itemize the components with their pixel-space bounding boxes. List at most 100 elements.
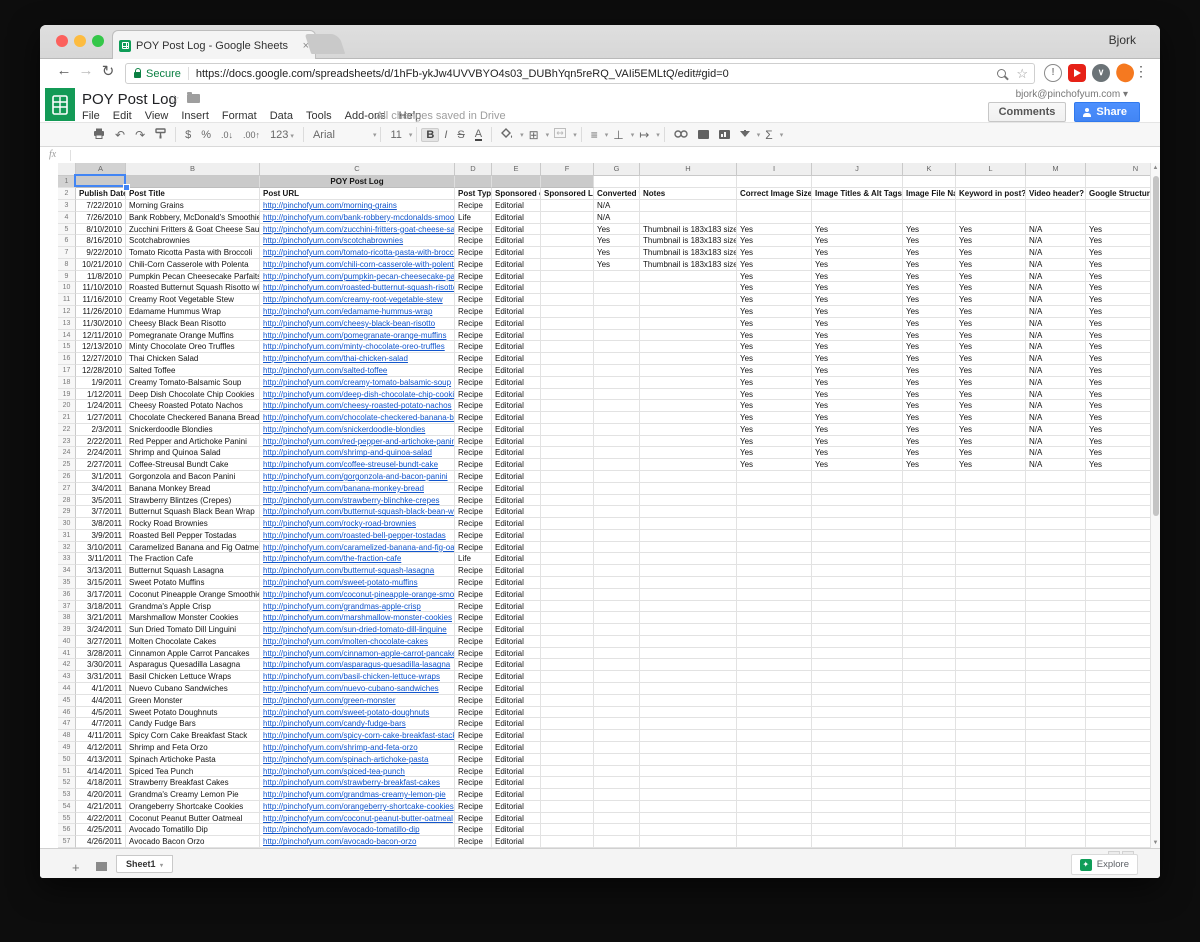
cell[interactable]: Yes bbox=[812, 306, 903, 318]
cell[interactable] bbox=[640, 470, 737, 483]
cell[interactable] bbox=[640, 388, 737, 401]
cell[interactable] bbox=[594, 447, 640, 460]
post-url-cell[interactable]: http://pinchofyum.com/grandmas-apple-cri… bbox=[260, 600, 455, 613]
cell[interactable] bbox=[541, 400, 594, 413]
cell[interactable]: Editorial bbox=[492, 647, 541, 660]
cell[interactable] bbox=[541, 247, 594, 259]
cell[interactable] bbox=[640, 529, 737, 542]
cell[interactable]: Yes bbox=[737, 459, 812, 471]
cell[interactable] bbox=[541, 317, 594, 330]
cell[interactable]: Yes bbox=[956, 306, 1026, 318]
post-url-cell[interactable]: http://pinchofyum.com/the-fraction-cafe bbox=[260, 553, 455, 566]
cell[interactable]: Spicy Corn Cake Breakfast Stack bbox=[126, 730, 260, 742]
font-size-caret-icon[interactable]: ▾ bbox=[408, 131, 413, 139]
cell[interactable]: Editorial bbox=[492, 824, 541, 837]
cell[interactable]: Yes bbox=[737, 329, 812, 342]
cell[interactable] bbox=[1086, 707, 1150, 719]
cell[interactable]: Yes bbox=[903, 447, 956, 460]
cell[interactable] bbox=[541, 765, 594, 778]
cell[interactable] bbox=[640, 683, 737, 695]
cell[interactable]: Editorial bbox=[492, 553, 541, 566]
cell[interactable]: Recipe bbox=[455, 400, 492, 413]
cell[interactable] bbox=[1086, 612, 1150, 625]
row-header-28[interactable]: 28 bbox=[58, 494, 76, 507]
cell[interactable]: 12/13/2010 bbox=[76, 341, 126, 354]
cell[interactable] bbox=[903, 470, 956, 483]
cell[interactable]: Yes bbox=[956, 459, 1026, 471]
cell[interactable] bbox=[541, 376, 594, 389]
cell[interactable]: Editorial bbox=[492, 459, 541, 471]
post-url-cell[interactable]: http://pinchofyum.com/bank-robbery-mcdon… bbox=[260, 211, 455, 224]
cell[interactable] bbox=[594, 388, 640, 401]
cell[interactable] bbox=[903, 765, 956, 778]
cell[interactable] bbox=[812, 565, 903, 577]
vertical-align-button[interactable]: ⊥ bbox=[613, 127, 624, 142]
cell[interactable]: Recipe bbox=[455, 789, 492, 801]
row-header-9[interactable]: 9 bbox=[58, 270, 76, 283]
font-family-caret-icon[interactable]: ▾ bbox=[372, 131, 377, 139]
cell[interactable]: Recipe bbox=[455, 470, 492, 483]
row-header-49[interactable]: 49 bbox=[58, 741, 76, 754]
cell[interactable] bbox=[1086, 200, 1150, 212]
cell[interactable]: Yes bbox=[812, 223, 903, 236]
cell[interactable]: Editorial bbox=[492, 258, 541, 271]
cell[interactable]: Yes bbox=[812, 329, 903, 342]
undo-icon[interactable]: ↶ bbox=[115, 127, 126, 142]
cell[interactable]: Yes bbox=[903, 247, 956, 259]
cell[interactable]: Molten Chocolate Cakes bbox=[126, 635, 260, 648]
cell[interactable] bbox=[640, 635, 737, 648]
cell[interactable]: Editorial bbox=[492, 447, 541, 460]
cell[interactable]: Coconut Pineapple Orange Smoothie bbox=[126, 588, 260, 601]
cell[interactable] bbox=[737, 836, 812, 848]
cell[interactable] bbox=[594, 341, 640, 354]
cell[interactable] bbox=[541, 329, 594, 342]
cell[interactable] bbox=[541, 388, 594, 401]
cell[interactable] bbox=[1086, 766, 1150, 778]
cell[interactable] bbox=[812, 753, 903, 766]
cell[interactable] bbox=[640, 812, 737, 825]
row-header-55[interactable]: 55 bbox=[58, 812, 76, 825]
cell[interactable] bbox=[1026, 683, 1086, 695]
cell[interactable] bbox=[956, 553, 1026, 566]
post-url-cell[interactable]: http://pinchofyum.com/shrimp-and-feta-or… bbox=[260, 741, 455, 754]
row-header-4[interactable]: 4 bbox=[58, 211, 76, 224]
cell[interactable] bbox=[903, 600, 956, 613]
cell[interactable]: Yes bbox=[1086, 459, 1150, 471]
increase-decimal-button[interactable]: .00↑ bbox=[243, 129, 261, 140]
cell[interactable] bbox=[640, 400, 737, 413]
post-url-cell[interactable]: http://pinchofyum.com/asparagus-quesadil… bbox=[260, 659, 455, 672]
cell[interactable] bbox=[541, 435, 594, 448]
cell[interactable]: Editorial bbox=[492, 718, 541, 731]
row-header-53[interactable]: 53 bbox=[58, 789, 76, 801]
cell[interactable]: Salted Toffee bbox=[126, 364, 260, 377]
cell[interactable] bbox=[1086, 683, 1150, 695]
cell[interactable]: Yes bbox=[594, 258, 640, 271]
post-url-cell[interactable]: http://pinchofyum.com/marshmallow-monste… bbox=[260, 612, 455, 625]
cell[interactable] bbox=[737, 777, 812, 790]
cell[interactable]: Yes bbox=[594, 235, 640, 248]
post-url-cell[interactable]: http://pinchofyum.com/pomegranate-orange… bbox=[260, 329, 455, 342]
cell[interactable] bbox=[594, 812, 640, 825]
cell[interactable] bbox=[541, 588, 594, 601]
cell[interactable]: Creamy Tomato-Balsamic Soup bbox=[126, 376, 260, 389]
cell[interactable]: Coffee-Streusal Bundt Cake bbox=[126, 459, 260, 471]
cell[interactable] bbox=[1086, 212, 1150, 224]
cell[interactable]: Yes bbox=[1086, 306, 1150, 318]
cell[interactable] bbox=[956, 694, 1026, 707]
cell[interactable]: Yes bbox=[737, 247, 812, 259]
cell[interactable]: Yes bbox=[1086, 436, 1150, 448]
cell[interactable]: 4/14/2011 bbox=[76, 765, 126, 778]
row-header-56[interactable]: 56 bbox=[58, 824, 76, 837]
cell[interactable]: Thumbnail is 183x183 size bbox=[640, 247, 737, 259]
cell[interactable] bbox=[541, 600, 594, 613]
row-header-47[interactable]: 47 bbox=[58, 718, 76, 731]
cell[interactable]: Recipe bbox=[455, 388, 492, 401]
cell[interactable]: 12/11/2010 bbox=[76, 329, 126, 342]
cell[interactable] bbox=[903, 741, 956, 754]
cell[interactable] bbox=[541, 683, 594, 695]
cell[interactable] bbox=[640, 423, 737, 436]
cell[interactable]: Recipe bbox=[455, 282, 492, 295]
cell[interactable] bbox=[737, 612, 812, 625]
cell[interactable]: Roasted Butternut Squash Risotto with bbox=[126, 282, 260, 295]
cell[interactable] bbox=[737, 694, 812, 707]
